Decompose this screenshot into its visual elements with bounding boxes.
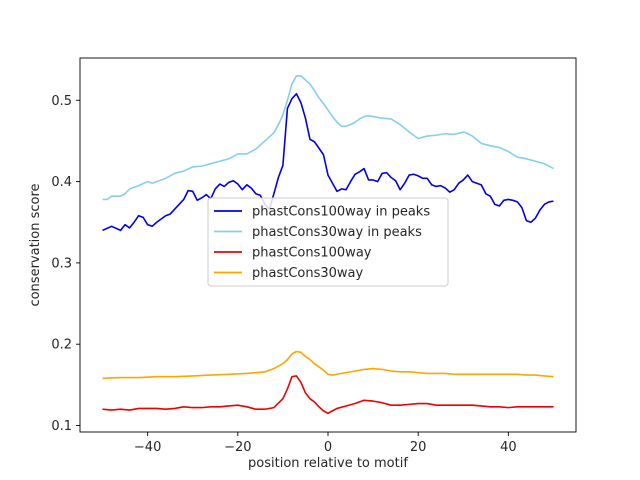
x-tick-label: 20: [410, 440, 427, 455]
x-tick-label: −20: [224, 440, 251, 455]
legend: phastCons100way in peaks phastCons30way i…: [207, 197, 449, 287]
y-tick-label: 0.5: [51, 94, 72, 109]
y-tick-label: 0.4: [51, 175, 72, 190]
legend-box: [207, 197, 449, 287]
x-axis-label: position relative to motif: [248, 456, 408, 471]
x-tick-label: 0: [324, 440, 332, 455]
series-layer: [102, 75, 554, 415]
y-tick-label: 0.3: [51, 256, 72, 271]
series-line-phastcons100way: [102, 375, 554, 415]
x-tick-label: 40: [500, 440, 517, 455]
series-line-phastcons100way-in-peaks: [102, 92, 554, 232]
legend-label: phastCons100way: [252, 246, 372, 261]
legend-label: phastCons30way in peaks: [252, 225, 422, 240]
series-line-phastcons30way-in-peaks: [102, 75, 554, 201]
y-axis-label: conservation score: [28, 183, 43, 306]
legend-label: phastCons30way: [252, 266, 364, 281]
x-tick-label: −40: [134, 440, 161, 455]
y-tick-label: 0.2: [51, 338, 72, 353]
tick-layer: −40 −20 0 20 40 0.1 0.2 0.3 0.4 0.5: [51, 94, 516, 455]
y-tick-label: 0.1: [51, 419, 72, 434]
legend-label: phastCons100way in peaks: [252, 205, 430, 220]
series-line-phastcons30way: [102, 350, 554, 380]
